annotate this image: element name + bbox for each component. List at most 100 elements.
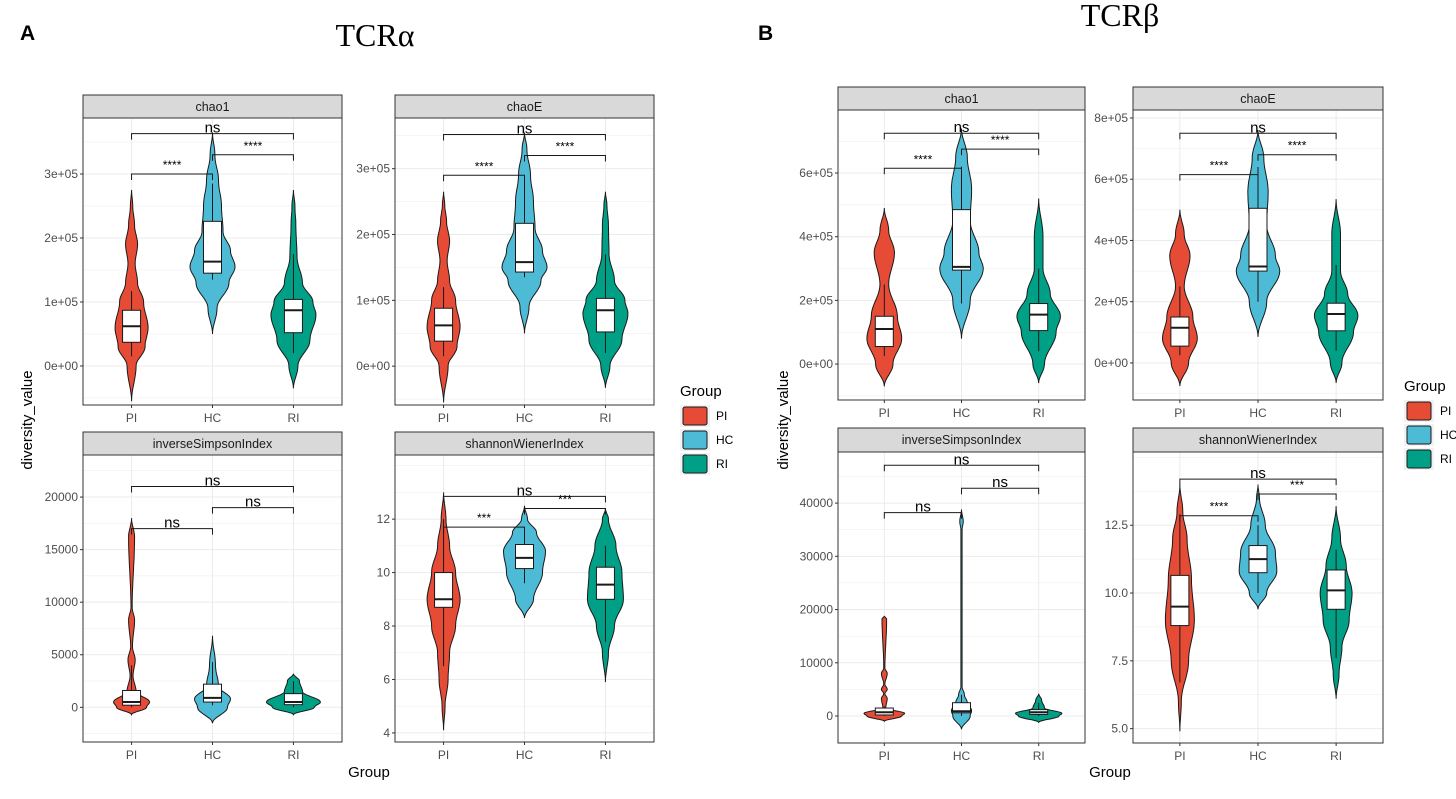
- panel-a-x-axis-label: Group: [348, 764, 390, 781]
- legend-swatch-PI: [1406, 401, 1432, 421]
- facet-strip-label: shannonWienerIndex: [465, 437, 584, 451]
- significance-label: ****: [244, 139, 263, 153]
- facet-strip-label: chaoE: [1240, 92, 1275, 106]
- significance-bracket: [524, 507, 606, 515]
- y-tick-label: 8: [383, 619, 390, 633]
- y-tick-label: 10.0: [1105, 586, 1129, 600]
- y-tick-label: 3e+05: [356, 162, 390, 176]
- significance-bracket: [212, 154, 294, 161]
- legend-label-RI: RI: [716, 457, 728, 471]
- y-tick-label: 7.5: [1111, 654, 1128, 668]
- facet-strip: [394, 431, 655, 456]
- facet-strip: [82, 431, 343, 456]
- legend-label-RI: RI: [1440, 452, 1452, 466]
- y-tick-label: 4e+05: [1094, 233, 1128, 247]
- significance-bracket: [1257, 493, 1337, 501]
- box-RI: [595, 566, 615, 600]
- box-PI: [1170, 316, 1190, 347]
- y-tick-label: 40000: [800, 496, 834, 510]
- significance-bracket: [1179, 174, 1259, 181]
- x-tick-label: RI: [287, 411, 299, 425]
- y-tick-label: 5.0: [1111, 722, 1128, 736]
- significance-bracket: [1257, 154, 1337, 161]
- facet-panel-a-shannonWienerIndex: *** *** ns shannonWienerIndex 4 6 8 10 12 PI HC RI: [377, 431, 655, 762]
- y-tick-label: 3e+05: [44, 167, 78, 181]
- legend-swatch-PI: [682, 406, 708, 426]
- box-RI: [1326, 302, 1346, 332]
- box-PI: [874, 315, 894, 348]
- box-RI: [1029, 303, 1049, 332]
- y-tick-label: 6e+05: [799, 166, 833, 180]
- x-tick-label: RI: [1033, 749, 1045, 763]
- facet-strip-label: chao1: [944, 92, 978, 106]
- significance-bracket: [1179, 478, 1337, 486]
- legend-swatch-RI: [1406, 449, 1432, 469]
- significance-bracket: [212, 507, 294, 514]
- box-HC: [515, 544, 534, 570]
- significance-bracket: [443, 174, 525, 182]
- y-tick-label: 6e+05: [1094, 172, 1128, 186]
- y-tick-label: 0: [71, 700, 78, 714]
- x-tick-label: HC: [204, 748, 222, 762]
- significance-label: ****: [163, 158, 182, 172]
- facet-panel-b-chaoE: **** **** ns chaoE 0e+00 2e+05 4e+05 6e+05 8e+05…: [1094, 86, 1384, 420]
- significance-bracket: [961, 487, 1040, 495]
- legend-swatch-HC: [682, 430, 708, 450]
- facet-strip: [394, 94, 655, 119]
- y-tick-label: 4e+05: [799, 230, 833, 244]
- x-tick-label: PI: [438, 411, 449, 425]
- significance-label: ****: [556, 140, 575, 154]
- x-tick-label: HC: [953, 749, 971, 763]
- significance-label: ns: [992, 474, 1008, 491]
- panel-a-title: TCRα: [336, 17, 415, 53]
- panel-a-letter: A: [20, 22, 35, 45]
- y-tick-label: 0e+00: [1094, 356, 1128, 370]
- legend-label-PI: PI: [716, 409, 727, 423]
- facet-strip: [837, 427, 1086, 453]
- y-tick-label: 2e+05: [44, 231, 78, 245]
- y-tick-label: 12: [377, 512, 391, 526]
- significance-bracket: [443, 526, 525, 534]
- x-tick-label: PI: [126, 748, 137, 762]
- y-tick-label: 15000: [45, 543, 79, 557]
- facet-panel-a-chaoE: **** **** ns chaoE 0e+00 1e+05 2e+05 3e+05 PI HC R…: [356, 94, 655, 425]
- panel-b-letter: B: [758, 22, 773, 45]
- y-tick-label: 2e+05: [799, 293, 833, 307]
- x-tick-label: PI: [1174, 749, 1185, 763]
- significance-label: ***: [477, 511, 491, 525]
- y-tick-label: 2e+05: [356, 228, 390, 242]
- facet-strip: [1132, 427, 1384, 453]
- significance-label: ****: [1210, 500, 1229, 514]
- y-tick-label: 30000: [800, 549, 834, 563]
- significance-label: ns: [164, 515, 180, 532]
- y-tick-label: 5000: [51, 648, 78, 662]
- significance-label: ns: [205, 120, 221, 137]
- significance-label: ****: [1288, 139, 1307, 153]
- significance-bracket: [443, 495, 606, 503]
- legend-panel-a: Group PI HC RI: [680, 383, 734, 475]
- legend-label-HC: HC: [716, 433, 734, 447]
- y-tick-label: 20000: [45, 490, 79, 504]
- x-tick-label: RI: [1330, 406, 1342, 420]
- significance-label: ns: [245, 494, 261, 511]
- significance-bracket: [883, 464, 1040, 472]
- y-tick-label: 0e+00: [44, 359, 78, 373]
- x-tick-label: RI: [599, 748, 611, 762]
- facet-strip-label: inverseSimpsonIndex: [902, 433, 1022, 447]
- facet-strip: [1132, 86, 1384, 111]
- significance-bracket: [883, 512, 962, 519]
- y-tick-label: 2e+05: [1094, 295, 1128, 309]
- significance-bracket: [131, 133, 294, 140]
- y-tick-label: 1e+05: [44, 295, 78, 309]
- facet-panel-b-inverseSimpsonIndex: ns ns ns inverseSimpsonIndex 0 10000 20000 3000…: [800, 427, 1086, 763]
- y-tick-label: 12.5: [1105, 518, 1129, 532]
- x-tick-label: PI: [126, 411, 137, 425]
- x-tick-label: HC: [204, 411, 222, 425]
- x-tick-label: PI: [438, 748, 449, 762]
- significance-label: ****: [475, 159, 494, 173]
- significance-label: ns: [954, 451, 970, 468]
- box-HC: [952, 209, 971, 271]
- facet-strip: [837, 86, 1086, 111]
- box-HC: [203, 683, 222, 703]
- significance-bracket: [131, 486, 294, 493]
